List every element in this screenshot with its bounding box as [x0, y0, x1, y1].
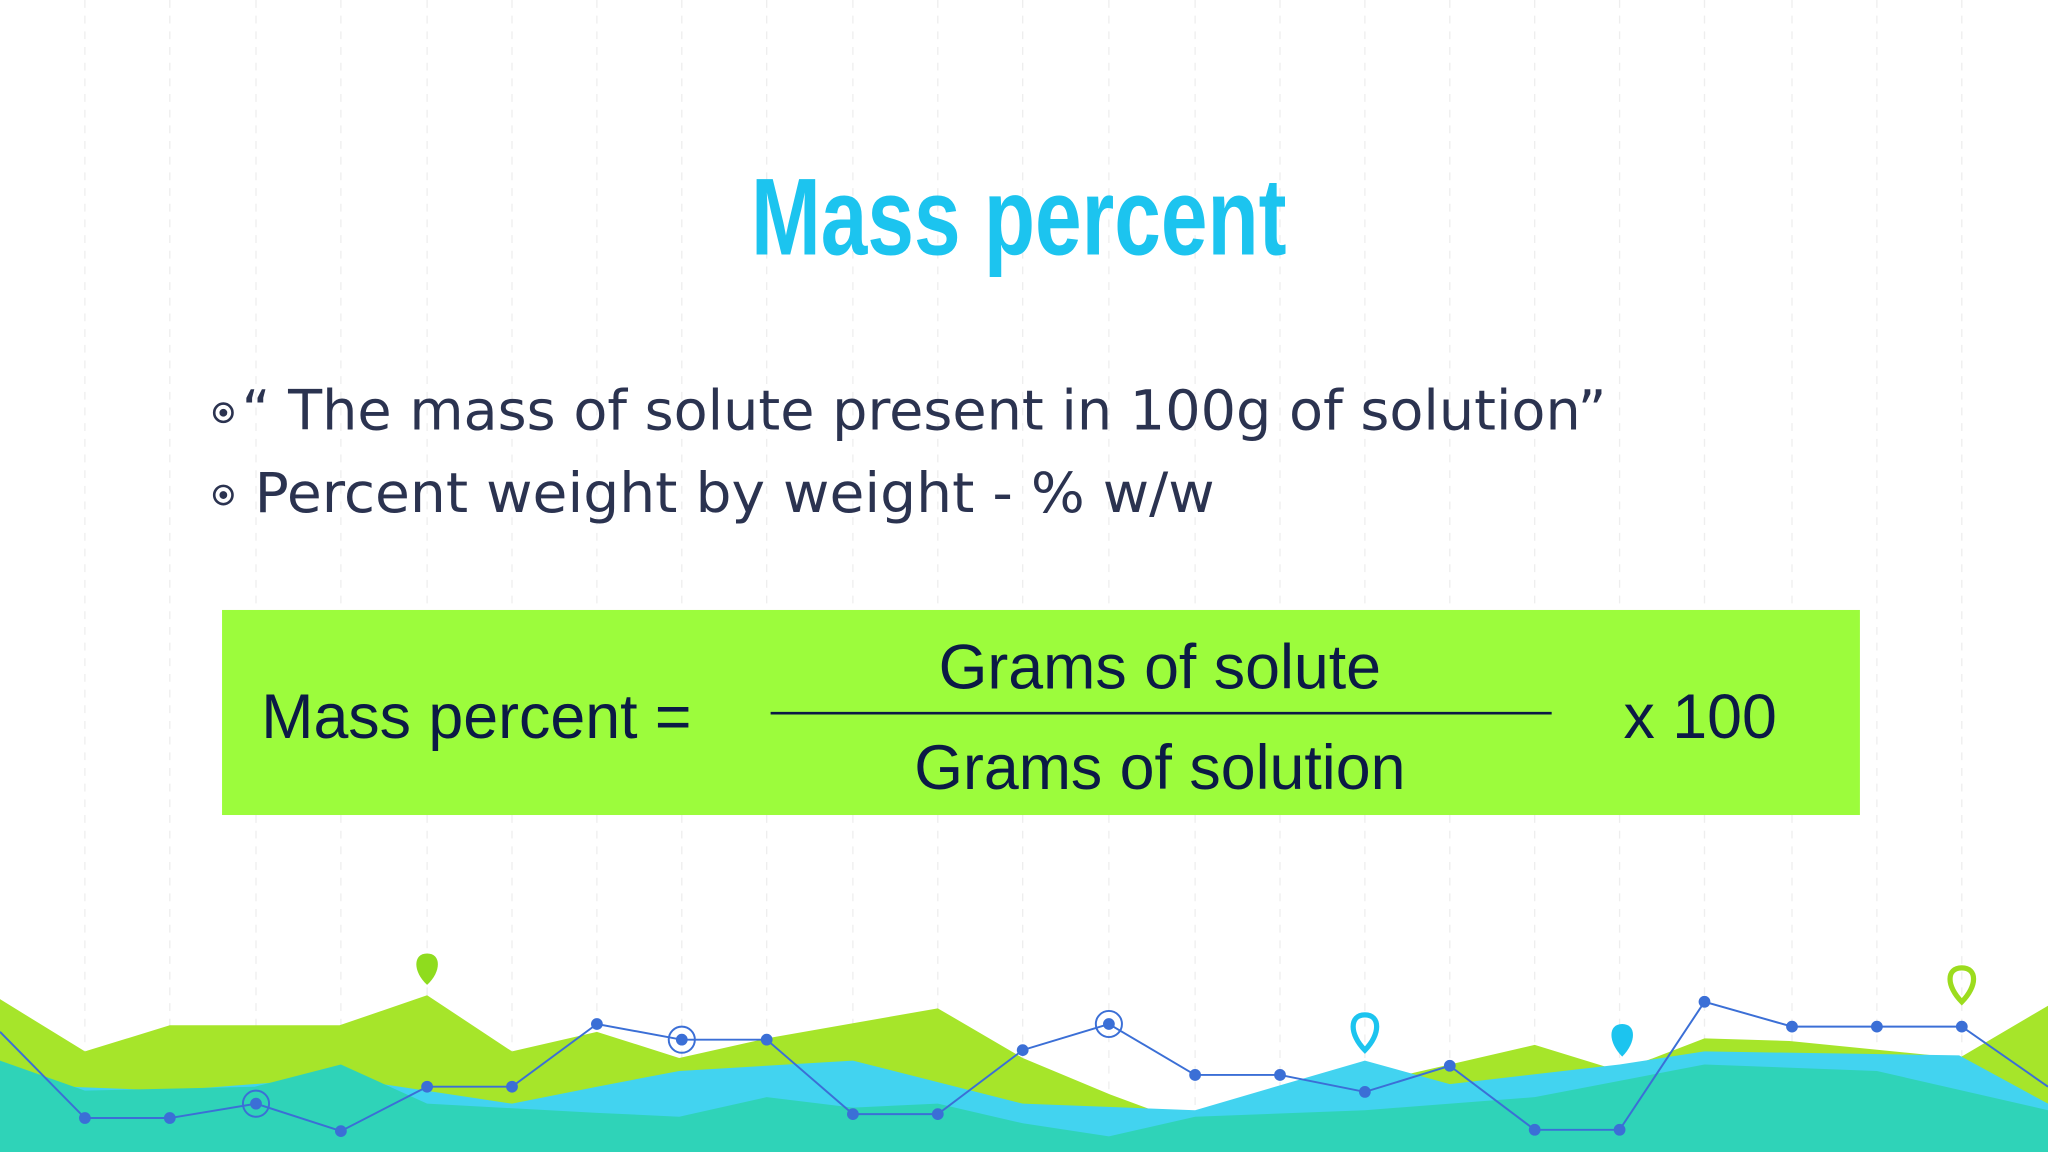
decoration: [0, 953, 2048, 1152]
bullet-dot: [219, 408, 228, 417]
formula-denominator: Grams of solution: [914, 733, 1405, 803]
bullet-icon: [212, 402, 234, 506]
bullet-dot: [219, 491, 228, 499]
formula-multiplier: x 100: [1624, 682, 1777, 752]
bullet-text: “ The mass of solute present in 100g of …: [242, 379, 1607, 443]
title: Mass percent: [751, 157, 1287, 279]
formula-numerator: Grams of solute: [939, 632, 1381, 702]
background-grid: [84, 0, 1963, 1152]
bullet-text: Percent weight by weight - % w/w: [255, 461, 1215, 525]
formula-label: Mass percent =: [261, 682, 691, 752]
